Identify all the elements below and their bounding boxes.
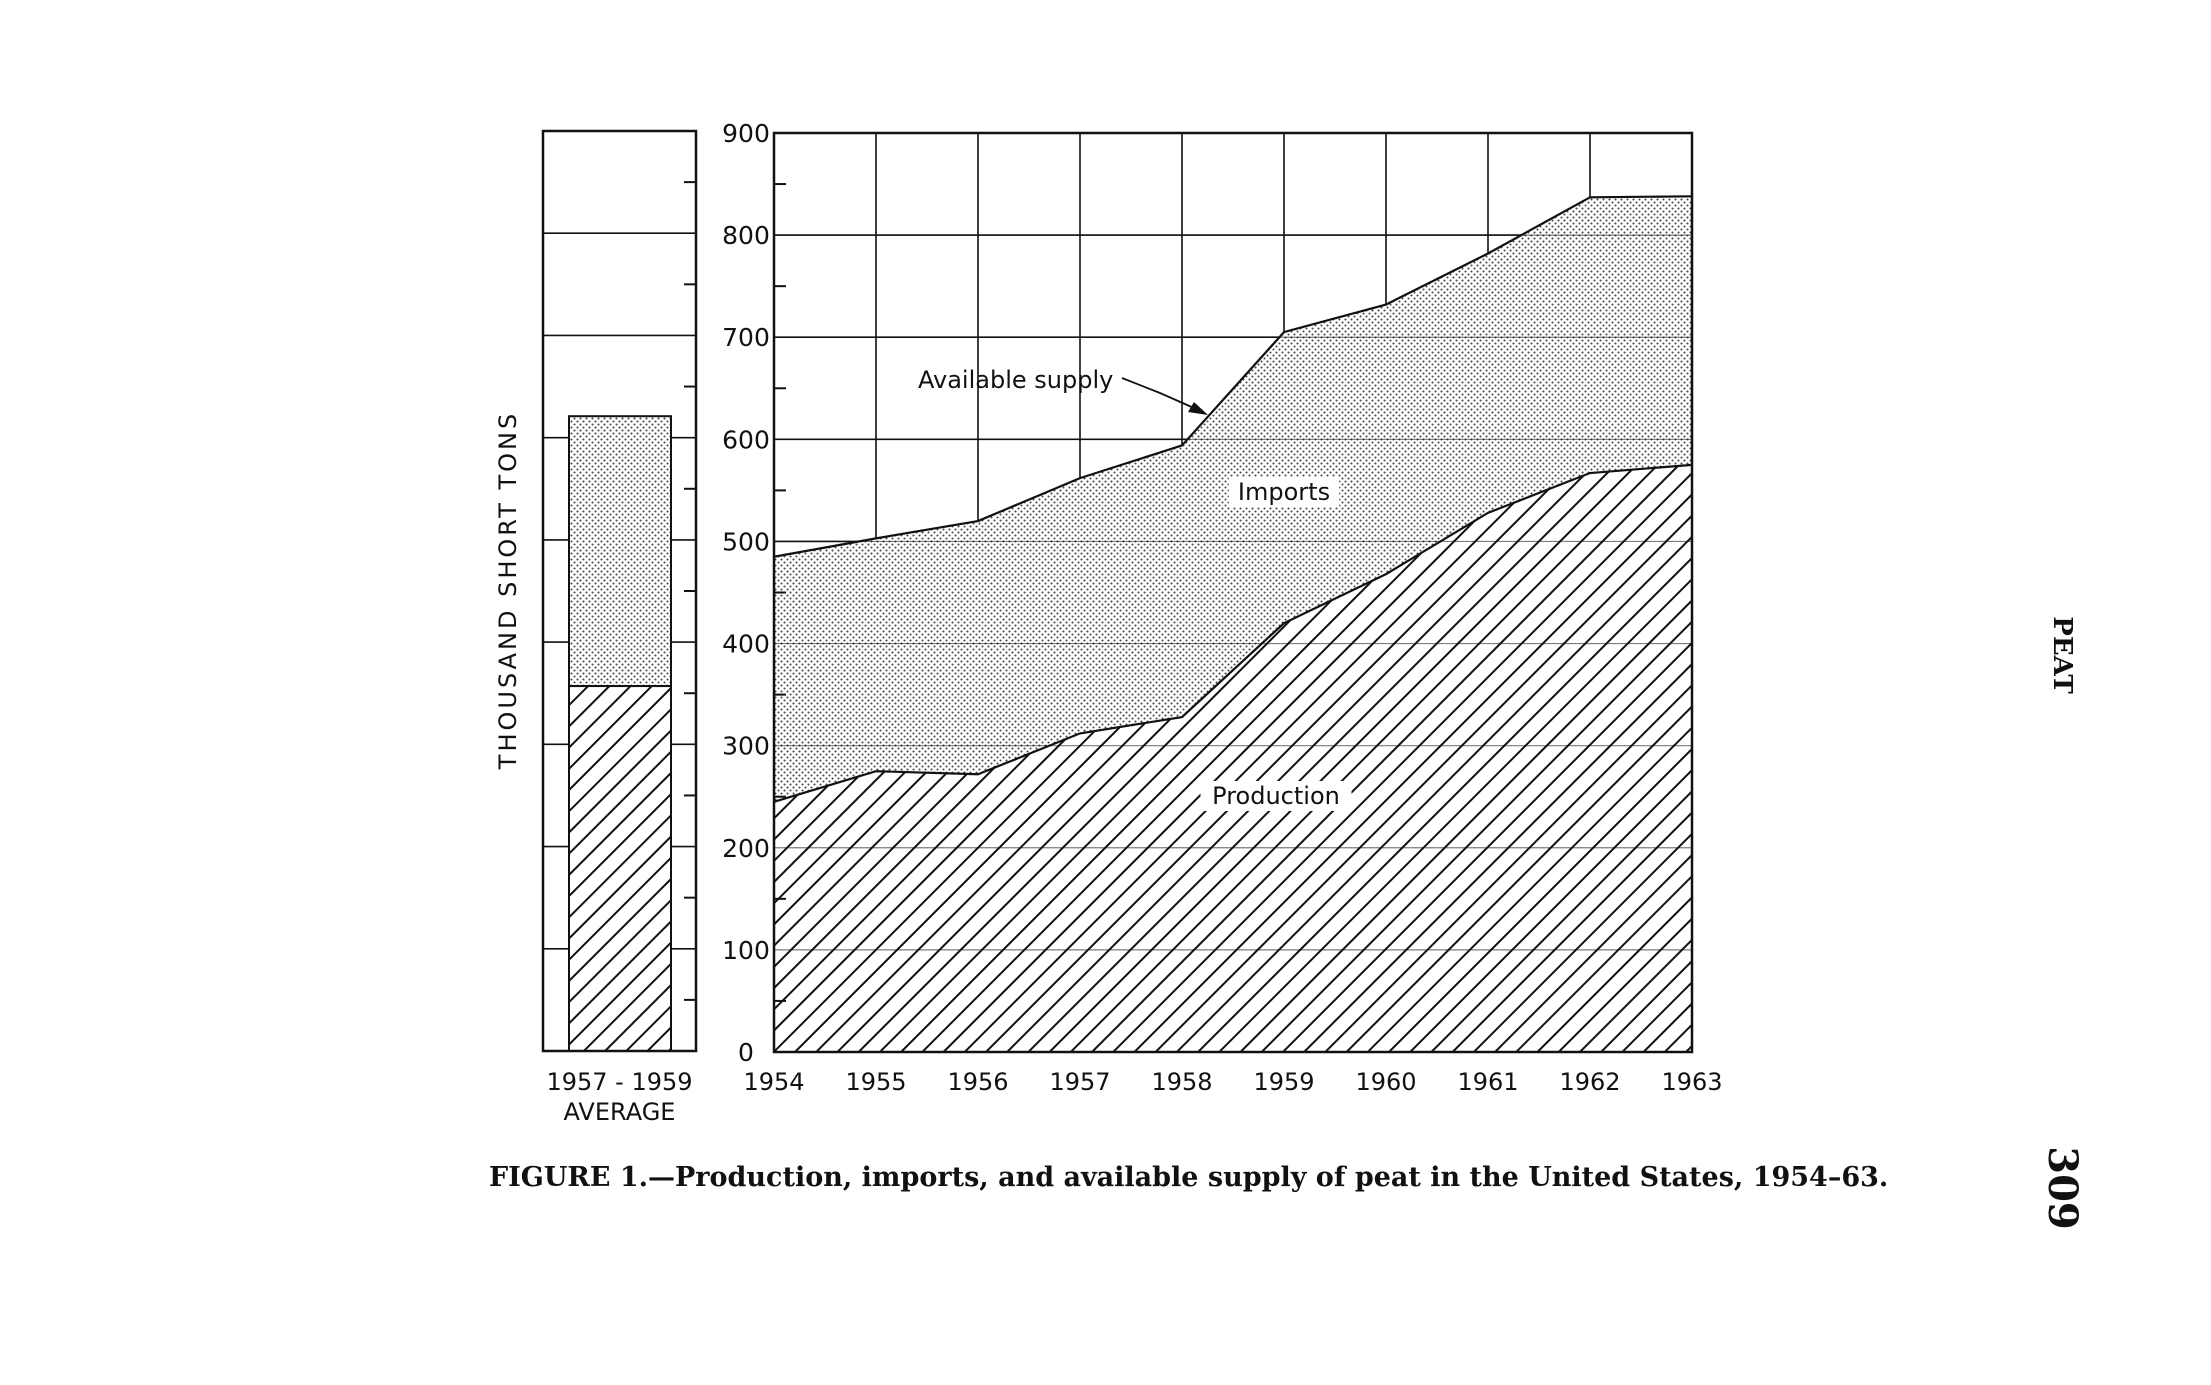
y-tick-label: 500 [722,527,770,556]
main-gridlines-overlay [774,234,1692,951]
x-axis-tick-labels: 1954 1955 1956 1957 1958 1959 1960 1961 1962 1963 [743,1068,1722,1096]
annotation-arrowhead [1188,402,1208,415]
annotation-imports-bg [1228,477,1340,507]
annotation-imports: Imports [1238,478,1330,506]
figure-caption: FIGURE 1.—Production, imports, and avail… [489,1162,1888,1193]
avg-production-bar [568,685,672,1052]
y-axis-tick-labels: 0 100 200 300 400 500 600 700 800 900 [722,119,770,1067]
y-tick-label: 0 [738,1038,754,1067]
y-tick-label: 300 [722,732,770,761]
x-tick-label: 1960 [1355,1068,1416,1096]
annotation-production: Production [1212,782,1340,810]
page-number: 309 [2039,1146,2086,1230]
avg-imports-bar [568,415,672,688]
x-tick-label: 1957 [1049,1068,1110,1096]
running-head: PEAT [2047,616,2077,694]
main-plot-frame [772,131,1694,1054]
y-tick-label: 400 [722,630,770,659]
y-axis-title: THOUSAND SHORT TONS [494,411,522,770]
y-tick-label: 800 [722,221,770,250]
avg-panel-frame [541,129,698,1053]
x-tick-label: 1958 [1151,1068,1212,1096]
x-tick-label: 1956 [947,1068,1008,1096]
x-tick-label: 1955 [845,1068,906,1096]
production-line [773,463,1693,803]
y-tick-label: 100 [722,936,770,965]
x-tick-label: 1961 [1457,1068,1518,1096]
x-tick-label: 1954 [743,1068,804,1096]
y-tick-label: 900 [722,119,770,148]
production-area [774,464,1692,1053]
average-category-label: 1957 - 1959 [546,1068,692,1096]
stacked-areas [773,195,1693,1053]
y-tick-label: 700 [722,323,770,352]
annotation-arrow-line [1121,377,1204,413]
y-tick-label: 200 [722,834,770,863]
x-tick-label: 1959 [1253,1068,1314,1096]
annotation-production-bg [1200,781,1352,811]
annotation-available-supply: Available supply [918,366,1113,394]
chart-annotations: Available supply Imports Production [918,366,1352,811]
x-tick-label: 1962 [1559,1068,1620,1096]
average-sub-label: AVERAGE [564,1098,676,1126]
y-tick-label: 600 [722,425,770,454]
average-panel [541,129,698,1053]
available-supply-line [773,195,1693,558]
y-axis-ticks [774,183,786,1002]
x-tick-label: 1963 [1661,1068,1722,1096]
